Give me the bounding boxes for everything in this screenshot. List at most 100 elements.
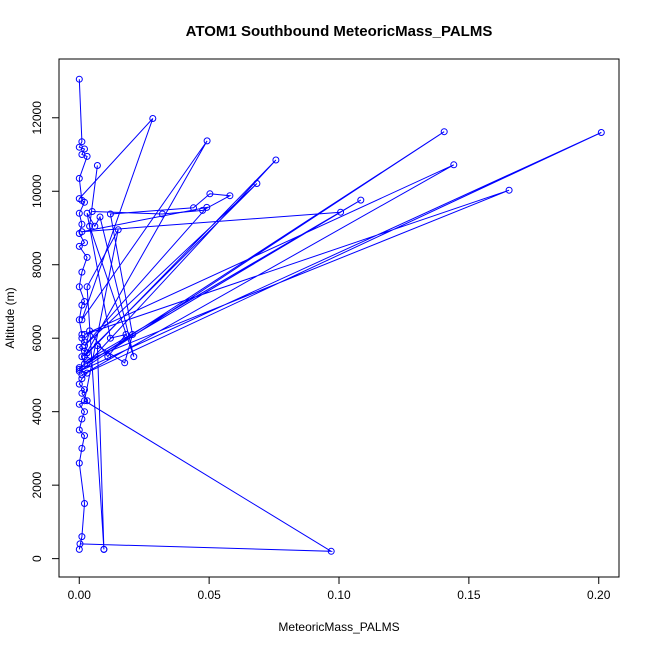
series-line-4	[79, 193, 334, 552]
data-point	[93, 162, 101, 169]
data-point	[75, 426, 83, 434]
data-point	[78, 415, 86, 423]
data-point	[78, 228, 86, 236]
data-point	[83, 283, 91, 291]
data-point	[122, 331, 130, 338]
data-point	[597, 129, 605, 136]
y-tick-label: 12000	[30, 101, 44, 135]
data-point	[253, 180, 261, 187]
data-point	[78, 316, 86, 324]
data-point	[81, 239, 88, 247]
series-line-2	[78, 337, 88, 550]
data-point	[78, 138, 86, 146]
x-tick-label: 0.10	[327, 588, 351, 602]
data-point	[78, 353, 86, 361]
data-point	[81, 145, 88, 153]
data-point	[81, 500, 88, 507]
data-point	[75, 75, 83, 83]
data-point	[357, 196, 365, 204]
data-point	[81, 397, 88, 405]
data-point	[75, 209, 83, 217]
x-tick-label: 0.15	[457, 588, 481, 602]
series-line-5	[84, 165, 135, 358]
data-point	[86, 327, 94, 335]
data-point	[91, 222, 99, 230]
data-point	[96, 213, 104, 221]
y-tick-label: 2000	[30, 471, 44, 498]
data-point	[206, 190, 214, 198]
data-point	[83, 152, 91, 160]
data-point	[272, 156, 280, 164]
data-point	[149, 115, 157, 122]
data-point	[158, 210, 166, 218]
y-axis: 0 2000 4000 6000 8000 10000 12000	[30, 101, 60, 562]
data-point	[75, 195, 83, 203]
data-point	[75, 364, 83, 372]
data-point	[75, 283, 83, 291]
x-axis-label: MeteoricMass_PALMS	[278, 620, 399, 634]
data-point	[75, 242, 83, 250]
y-tick-label: 10000	[30, 174, 44, 208]
data-point	[81, 338, 88, 346]
x-axis: 0.00 0.05 0.10 0.15 0.20	[68, 576, 611, 602]
data-point	[130, 353, 138, 361]
data-point	[86, 222, 94, 230]
data-point	[81, 198, 88, 206]
data-point	[106, 334, 114, 342]
data-point	[75, 380, 83, 388]
y-tick-label: 0	[30, 555, 44, 562]
data-point	[75, 174, 83, 182]
x-tick-label: 0.05	[197, 588, 221, 602]
data-point	[81, 408, 88, 416]
data-point	[83, 397, 91, 405]
plot-frame	[58, 58, 620, 578]
data-point	[83, 253, 91, 261]
data-point	[81, 331, 88, 338]
series-line-3	[78, 118, 602, 376]
data-point	[337, 208, 345, 216]
data-point	[83, 360, 91, 368]
data-point	[75, 316, 83, 324]
y-axis-label: Altitude (m)	[3, 287, 17, 348]
data-point	[78, 444, 86, 452]
data-point	[83, 356, 91, 364]
data-point	[450, 161, 458, 169]
data-point	[505, 186, 513, 194]
data-point	[83, 209, 91, 217]
data-point	[76, 540, 84, 548]
y-tick-label: 4000	[30, 398, 44, 425]
data-point	[78, 533, 86, 541]
data-point	[199, 206, 207, 214]
data-point	[75, 400, 83, 408]
x-tick-label: 0.00	[68, 588, 92, 602]
data-point	[203, 137, 211, 145]
data-point	[114, 226, 122, 234]
data-point	[106, 210, 114, 218]
data-point	[78, 301, 86, 309]
data-point	[93, 342, 101, 350]
data-point	[327, 547, 335, 555]
series-line-1	[78, 79, 88, 335]
y-tick-label: 6000	[30, 325, 44, 352]
data-point	[78, 331, 86, 338]
series-points	[75, 75, 605, 555]
data-point	[78, 371, 86, 379]
data-point	[75, 459, 83, 467]
data-point	[440, 128, 448, 136]
data-point	[81, 432, 88, 440]
x-tick-label: 0.20	[587, 588, 611, 602]
data-point	[190, 204, 197, 212]
data-point	[78, 268, 86, 276]
chart-title: ATOM1 Southbound MeteoricMass_PALMS	[186, 23, 493, 40]
series-lines	[78, 79, 602, 552]
data-point	[226, 192, 234, 200]
data-point	[81, 347, 88, 355]
data-point	[78, 389, 86, 397]
y-tick-label: 8000	[30, 251, 44, 278]
data-point	[100, 545, 108, 553]
data-point	[104, 353, 112, 361]
data-point	[78, 375, 86, 383]
data-point	[78, 220, 86, 228]
data-point	[121, 359, 129, 367]
